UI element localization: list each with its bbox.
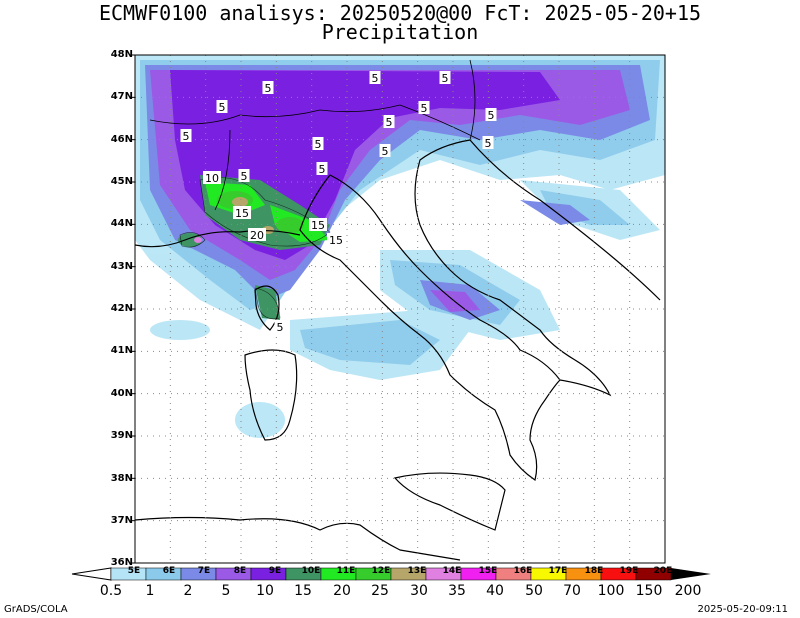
lon-label-18e: 18E bbox=[584, 566, 604, 576]
lon-label-10e: 10E bbox=[301, 566, 321, 576]
svg-text:5: 5 bbox=[183, 130, 190, 143]
lon-label-8e: 8E bbox=[233, 566, 247, 576]
lat-label-41n: 41N bbox=[110, 345, 133, 356]
lat-label-43n: 43N bbox=[110, 261, 133, 272]
colorbar-low-arrow bbox=[71, 567, 112, 581]
contour-label: 5 bbox=[274, 320, 286, 334]
lat-lon-grid bbox=[135, 55, 665, 563]
contour-label: 5 bbox=[485, 108, 497, 122]
svg-text:5: 5 bbox=[319, 163, 326, 176]
title-line-2: Precipitation bbox=[321, 20, 479, 44]
contour-label: 15 bbox=[327, 233, 345, 247]
svg-text:5: 5 bbox=[442, 72, 449, 85]
lat-label-47n: 47N bbox=[110, 91, 133, 102]
coastlines bbox=[135, 59, 661, 561]
lat-label-40n: 40N bbox=[110, 388, 133, 399]
colorbar-value: 40 bbox=[486, 583, 504, 599]
axis-ticks bbox=[131, 54, 135, 564]
lat-label-44n: 44N bbox=[110, 218, 133, 229]
colorbar-value: 15 bbox=[294, 583, 312, 599]
contour-label: 5 bbox=[418, 101, 430, 115]
svg-text:5: 5 bbox=[421, 102, 428, 115]
colorbar-value: 150 bbox=[635, 583, 663, 599]
svg-text:15: 15 bbox=[311, 219, 325, 232]
colorbar-value: 30 bbox=[410, 583, 428, 599]
colorbar-value: 0.5 bbox=[99, 583, 123, 599]
footer-timestamp: 2025-05-20-09:11 bbox=[697, 604, 788, 615]
lon-label-9e: 9E bbox=[268, 566, 282, 576]
contour-label: 5 bbox=[379, 144, 391, 158]
colorbar-value: 70 bbox=[563, 583, 581, 599]
svg-text:15: 15 bbox=[329, 234, 343, 247]
svg-text:5: 5 bbox=[488, 109, 495, 122]
contour-label: 5 bbox=[439, 71, 451, 85]
colorbar-value: 5 bbox=[221, 583, 231, 599]
lat-label-45n: 45N bbox=[110, 176, 133, 187]
svg-text:5: 5 bbox=[372, 72, 379, 85]
svg-text:5: 5 bbox=[315, 138, 322, 151]
lat-label-46n: 46N bbox=[110, 134, 133, 145]
svg-text:5: 5 bbox=[277, 321, 284, 334]
lon-label-12e: 12E bbox=[371, 566, 391, 576]
svg-text:20: 20 bbox=[250, 229, 264, 242]
colorbar-value: 1 bbox=[145, 583, 155, 599]
svg-text:5: 5 bbox=[219, 101, 226, 114]
lon-label-15e: 15E bbox=[478, 566, 498, 576]
colorbar-value: 2 bbox=[183, 583, 193, 599]
lat-label-37n: 37N bbox=[110, 515, 133, 526]
colorbar-value: 25 bbox=[371, 583, 389, 599]
contour-label: 5 bbox=[482, 136, 494, 150]
svg-text:5: 5 bbox=[265, 82, 272, 95]
lon-label-5e: 5E bbox=[127, 566, 141, 576]
svg-text:5: 5 bbox=[386, 116, 393, 129]
contour-label: 10 bbox=[203, 171, 221, 185]
contour-label: 5 bbox=[216, 100, 228, 114]
colorbar-value: 35 bbox=[448, 583, 466, 599]
lon-label-19e: 19E bbox=[619, 566, 639, 576]
contour-label: 5 bbox=[238, 169, 250, 183]
colorbar-value: 20 bbox=[333, 583, 351, 599]
lon-label-16e: 16E bbox=[513, 566, 533, 576]
lat-label-36n: 36N bbox=[110, 557, 133, 568]
contour-label: 5 bbox=[180, 129, 192, 143]
lon-label-14e: 14E bbox=[442, 566, 462, 576]
contour-label: 15 bbox=[309, 218, 327, 232]
lon-label-11e: 11E bbox=[336, 566, 356, 576]
contour-label: 5 bbox=[369, 71, 381, 85]
lat-label-48n: 48N bbox=[110, 49, 133, 60]
lat-label-42n: 42N bbox=[110, 303, 133, 314]
contour-label: 5 bbox=[383, 115, 395, 129]
colorbar bbox=[71, 567, 711, 581]
lat-label-38n: 38N bbox=[110, 473, 133, 484]
colorbar-value: 50 bbox=[525, 583, 543, 599]
svg-text:5: 5 bbox=[485, 137, 492, 150]
lon-label-17e: 17E bbox=[548, 566, 568, 576]
svg-text:10: 10 bbox=[205, 172, 219, 185]
contour-label: 20 bbox=[248, 228, 266, 242]
footer-credit: GrADS/COLA bbox=[4, 604, 68, 615]
precipitation-field bbox=[135, 55, 665, 438]
contour-label: 15 bbox=[233, 206, 251, 220]
lon-label-20e: 20E bbox=[653, 566, 673, 576]
lon-label-7e: 7E bbox=[197, 566, 211, 576]
contour-label: 5 bbox=[312, 137, 324, 151]
lon-label-6e: 6E bbox=[162, 566, 176, 576]
contour-label: 5 bbox=[262, 81, 274, 95]
colorbar-high-arrow bbox=[671, 568, 711, 580]
lon-label-13e: 13E bbox=[407, 566, 427, 576]
svg-text:15: 15 bbox=[235, 207, 249, 220]
colorbar-value: 200 bbox=[674, 583, 702, 599]
lat-label-39n: 39N bbox=[110, 430, 133, 441]
title-line-1: ECMWF0100 analisys: 20250520@00 FcT: 202… bbox=[98, 1, 702, 25]
svg-text:5: 5 bbox=[382, 145, 389, 158]
svg-text:5: 5 bbox=[241, 170, 248, 183]
colorbar-value: 10 bbox=[256, 583, 274, 599]
colorbar-value: 100 bbox=[597, 583, 625, 599]
contour-label: 5 bbox=[316, 162, 328, 176]
